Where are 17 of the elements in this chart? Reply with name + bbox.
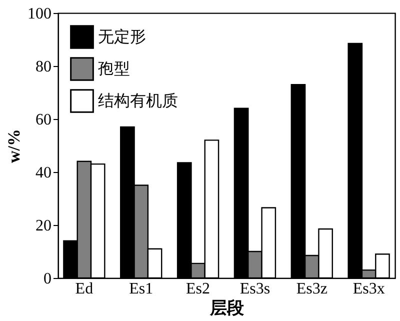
x-tick-label: Es2: [186, 280, 210, 298]
legend-label: 孢型: [98, 61, 130, 78]
x-tick-label: Es3z: [296, 280, 328, 298]
y-tick-label: 0: [44, 270, 52, 288]
x-tick-label: Es1: [129, 280, 154, 298]
x-tick-label: Es3x: [352, 280, 385, 298]
legend-label: 无定形: [98, 28, 146, 46]
y-tick-label: 100: [28, 6, 52, 22]
y-axis-title: w/%: [4, 129, 24, 163]
y-tick-label: 40: [36, 164, 52, 182]
y-tick-label: 20: [36, 218, 52, 234]
y-tick-label: 80: [36, 58, 52, 76]
legend-label: 结构有机质: [98, 92, 178, 110]
y-tick-label: 60: [36, 112, 52, 128]
x-axis-title: 层段: [209, 298, 245, 318]
x-tick-label: Es3s: [240, 280, 270, 298]
x-tick-label: Ed: [75, 280, 94, 298]
